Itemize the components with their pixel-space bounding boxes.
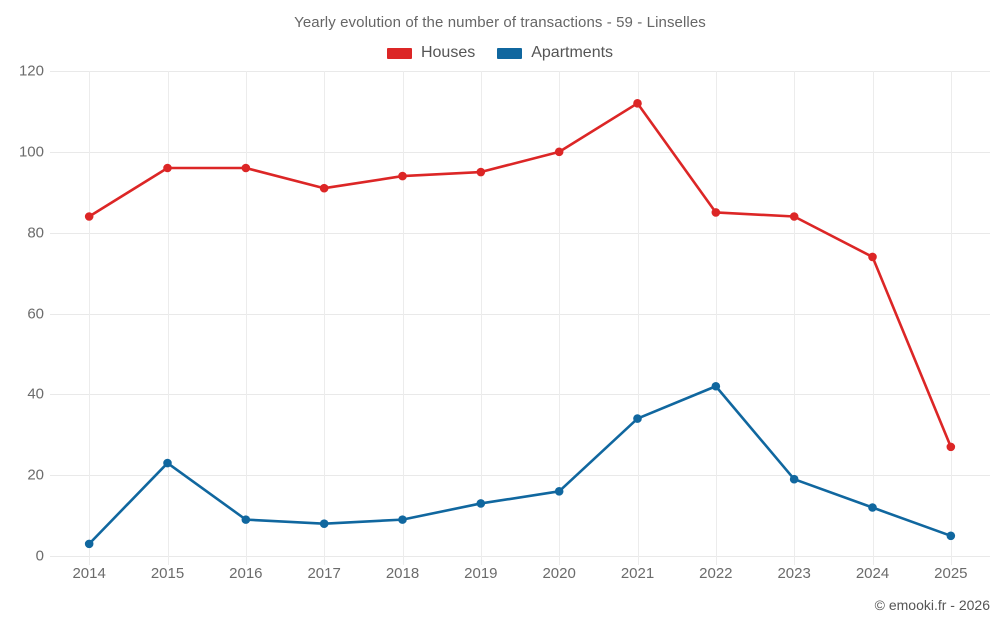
legend-label-apartments: Apartments [531,44,614,61]
gridline-vertical [324,71,326,565]
chart-credit: © emooki.fr - 2026 [874,597,990,613]
gridline-vertical [480,71,482,565]
gridline-vertical [559,71,561,565]
x-tick-label: 2023 [777,565,811,582]
y-tick-label: 0 [35,547,44,565]
gridline-horizontal [50,71,990,72]
legend-label-houses: Houses [420,44,476,61]
data-point[interactable]: Houses 2024: 74 [868,252,877,262]
y-axis: 0 20 40 60 80 100 120 [0,63,44,565]
series-apartments: Apartments 2014: 3 Apartments 2015: 23 Apa… [84,381,956,549]
data-point[interactable]: Houses 2017: 91 [319,183,329,193]
data-point[interactable]: Apartments 2022: 42 [711,381,721,391]
gridline-vertical [794,71,796,565]
data-point[interactable]: Apartments 2023: 19 [789,474,799,484]
data-point[interactable]: Houses 2018: 94 [398,171,407,181]
data-point[interactable]: Houses 2022: 85 [711,208,721,217]
data-point[interactable]: Houses 2015: 96 [163,163,172,173]
data-point[interactable]: Houses 2025: 27 [946,442,956,452]
data-point[interactable]: Apartments 2017: 8 [319,519,329,528]
series-houses: Houses 2014: 84 Houses 2015: 96 Houses 201… [84,99,956,452]
series-line [87,102,953,449]
data-point[interactable]: Houses 2020: 100 [554,147,564,157]
legend-item-apartments[interactable]: Apartments [497,45,613,61]
gridline-horizontal [50,475,990,477]
series-layer: Houses 2014: 84 Houses 2015: 96 Houses 201… [84,99,956,549]
gridline-horizontal [50,556,990,557]
y-tick-label: 60 [27,305,44,322]
series-line [87,384,953,546]
data-point[interactable]: Houses 2014: 84 [84,212,94,221]
gridline-vertical [402,71,404,565]
data-point[interactable]: Apartments 2021: 34 [633,414,642,423]
x-tick-label: 2015 [150,565,185,582]
x-tick-label: 2016 [229,565,263,582]
data-point[interactable]: Apartments 2015: 23 [163,458,172,468]
x-tick-label: 2021 [620,565,655,582]
x-tick-label: 2018 [385,565,420,582]
x-tick-label: 2020 [542,565,576,582]
gridline-vertical [637,71,639,565]
y-tick-label: 40 [27,385,44,403]
legend-item-houses[interactable]: Houses [386,44,476,61]
data-point[interactable]: Houses 2021: 112 [633,99,642,108]
y-tick-label: 80 [27,224,44,242]
data-point[interactable]: Houses 2023: 84 [789,212,799,221]
gridline-vertical [89,71,91,565]
data-point[interactable]: Apartments 2024: 12 [868,503,877,512]
gridline-vertical [245,71,247,565]
chart-legend: Houses Apartments [0,45,1000,61]
x-tick-label: 2014 [72,565,106,582]
data-point[interactable]: Apartments 2020: 16 [554,487,564,496]
plot-area: Houses 2014: 84 Houses 2015: 96 Houses 201… [50,71,990,565]
x-tick-label: 2024 [855,565,890,582]
y-tick-label: 100 [18,143,44,161]
data-point[interactable]: Apartments 2014: 3 [84,539,94,549]
data-point[interactable]: Apartments 2018: 9 [398,515,407,524]
y-tick-label: 20 [27,466,44,484]
data-point[interactable]: Houses 2019: 95 [476,167,486,177]
gridline-vertical [872,71,874,565]
x-tick-label: 2017 [307,565,341,582]
gridline-vertical [715,71,717,565]
chart-title: Yearly evolution of the number of transa… [294,14,706,31]
gridline-horizontal [50,232,990,234]
x-axis: 2014 2015 2016 2017 2018 2019 2020 2021 2022 2023… [50,565,990,587]
gridline-vertical [950,71,952,565]
data-point[interactable]: Apartments 2025: 5 [946,531,956,541]
gridline-vertical [167,71,169,565]
x-tick-label: 2022 [699,565,733,582]
y-tick-label: 120 [18,62,44,80]
x-tick-label: 2019 [464,565,498,582]
gridline-horizontal [50,151,990,153]
x-tick-label: 2025 [934,565,968,582]
gridline-horizontal [50,394,990,396]
data-point[interactable]: Houses 2016: 96 [241,163,251,173]
legend-swatch-apartments [497,47,523,59]
legend-swatch-houses [386,47,412,59]
data-point[interactable]: Apartments 2016: 9 [241,515,251,524]
data-point[interactable]: Apartments 2019: 13 [476,499,486,508]
gridline-horizontal [50,313,990,315]
